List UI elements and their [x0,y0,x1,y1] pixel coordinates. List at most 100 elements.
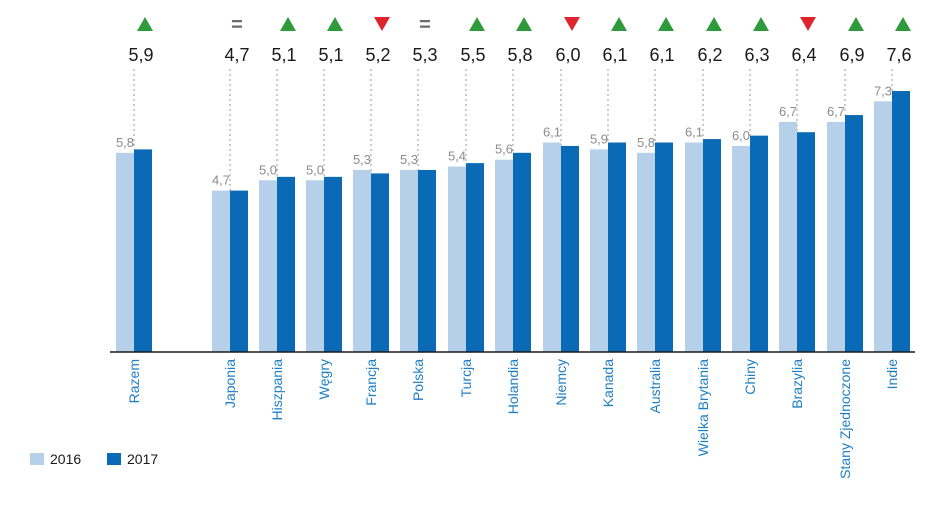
legend-swatch-2017 [107,453,121,465]
category-label: Indie [884,359,900,390]
trend-up-icon [327,17,343,31]
trend-down-icon [564,17,580,31]
bar-2016 [448,166,466,352]
value-label-2017: 6,3 [744,45,769,65]
bar-2016 [637,152,655,352]
category-label: Chiny [742,359,758,395]
bar-2017 [371,173,389,352]
category-label: Japonia [222,359,238,408]
trend-up-icon [469,17,485,31]
value-label-2016: 4,7 [212,173,230,188]
value-label-2017: 5,1 [271,45,296,65]
value-label-2016: 5,3 [400,152,418,167]
category-label: Australia [647,359,663,414]
bar-2016 [495,159,513,352]
value-label-2016: 5,8 [637,135,655,150]
value-label-2016: 6,0 [732,128,750,143]
bar-2017 [466,163,484,352]
bar-2017 [277,176,295,352]
value-label-2016: 5,9 [590,131,608,146]
bar-2017 [845,115,863,352]
value-label-2017: 5,5 [460,45,485,65]
category-label: Razem [126,359,142,403]
value-label-2016: 5,8 [116,135,134,150]
bar-2016 [400,169,418,352]
bar-2017 [134,149,152,352]
value-label-2017: 5,2 [365,45,390,65]
trend-up-icon [137,17,153,31]
bar-2017 [655,142,673,352]
bar-2017 [797,132,815,352]
trend-down-icon [800,17,816,31]
bar-2016 [212,190,230,352]
value-label-2017: 6,9 [839,45,864,65]
bar-2017 [561,145,579,352]
legend: 2016 2017 [30,451,158,467]
value-label-2016: 6,1 [543,125,561,140]
legend-label-2016: 2016 [50,451,81,467]
category-label: Niemcy [553,359,569,406]
trend-up-icon [753,17,769,31]
bar-2016 [259,180,277,352]
value-label-2017: 6,0 [555,45,580,65]
bar-2016 [779,121,797,352]
bar-2016 [543,142,561,352]
trend-equal-icon: = [419,14,431,36]
trend-up-icon [516,17,532,31]
value-label-2016: 5,3 [353,152,371,167]
trend-down-icon [374,17,390,31]
value-label-2016: 7,3 [874,83,892,98]
bar-2016 [685,142,703,352]
category-label: Stany Zjednoczone [837,359,853,479]
bar-2016 [874,101,892,352]
category-label: Węgry [316,359,332,399]
bar-2016 [353,169,371,352]
category-label: Polska [410,359,426,401]
bar-2017 [418,169,436,352]
bar-2016 [590,149,608,352]
bar-2016 [306,180,324,352]
category-label: Holandia [505,359,521,414]
trend-up-icon [848,17,864,31]
bars [116,91,910,352]
legend-label-2017: 2017 [127,451,158,467]
value-label-2017: 6,1 [602,45,627,65]
trend-up-icon [611,17,627,31]
category-labels: Razem Japonia Hiszpania Węgry Francja Polska T… [126,359,900,479]
category-label: Kanada [600,359,616,407]
bar-2016 [827,121,845,352]
bar-2017 [750,135,768,352]
bar-2017 [608,142,626,352]
value-label-2017: 4,7 [224,45,249,65]
value-label-2017: 5,8 [507,45,532,65]
bar-2017 [513,152,531,352]
value-label-2017: 5,3 [412,45,437,65]
category-label: Hiszpania [269,359,285,421]
bar-2017 [230,190,248,352]
value-label-2016: 6,7 [779,104,797,119]
bar-2016 [116,152,134,352]
value-label-2017: 6,1 [649,45,674,65]
category-label: Brazylia [789,359,805,409]
value-label-2016: 6,1 [685,125,703,140]
legend-swatch-2016 [30,453,44,465]
trend-equal-icon: = [231,14,243,36]
guide-lines [133,69,893,191]
bar-2017 [892,91,910,352]
trend-up-icon [706,17,722,31]
value-label-2016: 5,4 [448,149,466,164]
value-label-2017: 5,9 [128,45,153,65]
bar-2016 [732,145,750,352]
value-label-2017: 6,2 [697,45,722,65]
category-label: Wielka Brytania [695,359,711,456]
bar-2017 [324,176,342,352]
value-label-2016: 5,0 [259,162,277,177]
category-label: Turcja [458,359,474,398]
value-label-2016: 5,6 [495,142,513,157]
category-label: Francja [363,359,379,406]
trend-indicators: = = [137,14,911,36]
value-label-2016: 6,7 [827,104,845,119]
value-label-2017: 5,1 [318,45,343,65]
trend-up-icon [658,17,674,31]
